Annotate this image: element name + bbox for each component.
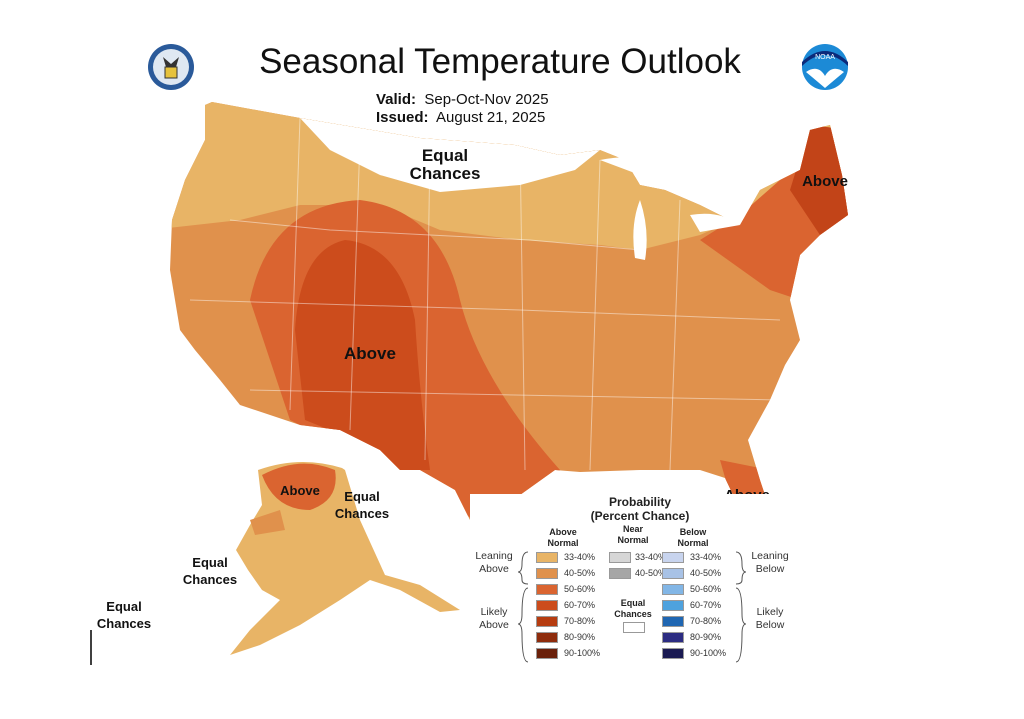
legend: Probability (Percent Chance) Above Norma… [470,494,800,664]
region-60-70-above-newengland [790,125,848,235]
equal-chances-swatch [623,622,645,633]
issued-label: Issued: [376,109,429,126]
below-swatch-label: 60-70% [690,600,722,610]
below-swatch-label: 70-80% [690,616,722,626]
noaa-logo: NOAA [802,44,848,90]
region-40-50-above-alaska [250,510,285,535]
conus-map [170,102,848,535]
below-swatch-label: 40-50% [690,568,722,578]
department-of-commerce-seal [148,44,194,90]
near-swatch [609,568,631,579]
below-swatch [662,584,684,595]
above-swatch-label: 70-80% [564,616,596,626]
label-north-equal-chances: Equal Chances [409,146,481,183]
leaning-below-label: Leaning Below [751,550,789,575]
region-50-60-above-alaska [262,463,336,510]
great-lakes [600,157,740,260]
above-swatch [536,632,558,643]
label-aleutian-equal-chances: Equal Chances [182,555,238,587]
near-swatch-label: 40-50% [635,568,667,578]
below-swatch-label: 50-60% [690,584,722,594]
valid-value: Sep-Oct-Nov 2025 [424,91,549,108]
above-swatch-label: 90-100% [564,648,601,658]
above-swatch [536,648,558,659]
near-swatch [609,552,631,563]
label-hawaii-equal-chances: Equal Chances [96,599,152,631]
legend-braces [517,551,747,663]
equal-chances-legend-label: Equal Chances [614,598,652,619]
below-swatch-label: 80-90% [690,632,722,642]
below-swatch-label: 90-100% [690,648,727,658]
state-borders [189,117,781,471]
below-swatch-label: 33-40% [690,552,722,562]
svg-text:NOAA: NOAA [815,54,835,61]
below-swatch [662,568,684,579]
below-swatch [662,632,684,643]
label-northeast-above: Above [802,173,848,190]
label-alaska-equal-chances: Equal Chances [334,489,390,521]
label-alaska-above: Above [280,483,320,498]
legend-title-line1: Probability [608,495,671,509]
above-swatch-label: 80-90% [564,632,596,642]
region-60-70-above-southwest [295,240,430,470]
issued-value: August 21, 2025 [436,109,546,126]
below-swatch [662,600,684,611]
valid-line: Valid: Sep-Oct-Nov 2025 [376,91,549,108]
below-swatch [662,552,684,563]
valid-label: Valid: [376,91,417,108]
likely-below-label: Likely Below [755,606,785,631]
page-title: Seasonal Temperature Outlook [259,42,741,81]
above-swatch-label: 50-60% [564,584,596,594]
alaska-map [230,461,460,655]
region-equal-chances-north [300,118,600,192]
leaning-above-label: Leaning Above [475,550,513,575]
above-swatch [536,552,558,563]
above-normal-header: Above Normal [547,527,579,548]
legend-title-line2: (Percent Chance) [590,509,690,523]
above-swatch-label: 40-50% [564,568,596,578]
below-normal-header: Below Normal [677,527,709,548]
above-swatch-label: 33-40% [564,552,596,562]
near-normal-header: Near Normal [617,524,649,545]
issued-line: Issued: August 21, 2025 [376,109,545,126]
likely-above-label: Likely Above [479,606,509,631]
above-swatch-label: 60-70% [564,600,596,610]
below-swatch [662,648,684,659]
legend-title: Probability (Percent Chance) [560,495,720,523]
above-swatch [536,568,558,579]
above-swatch [536,616,558,627]
label-west-above: Above [344,344,396,363]
above-swatch [536,584,558,595]
above-swatch [536,600,558,611]
near-swatch-label: 33-40% [635,552,667,562]
below-swatch [662,616,684,627]
